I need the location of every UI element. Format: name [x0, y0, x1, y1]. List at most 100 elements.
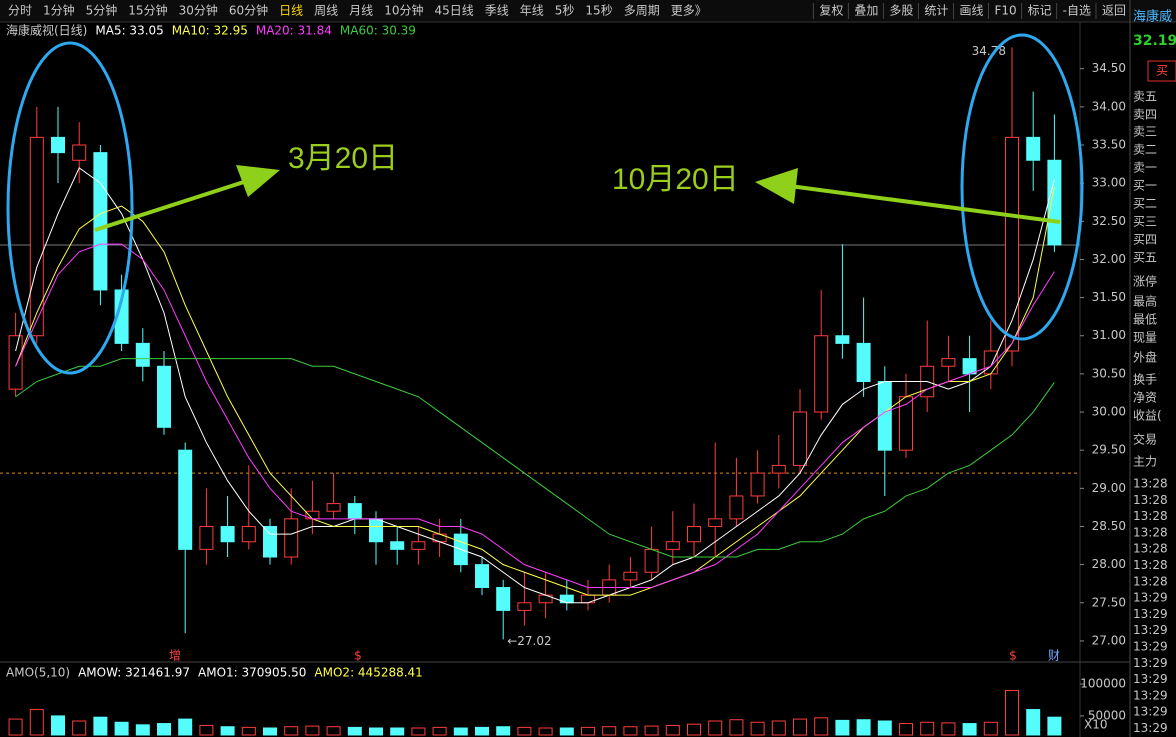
volume-bar: [453, 727, 468, 736]
toolbar-bg: [0, 0, 1176, 22]
toolbar-item[interactable]: 15分钟: [128, 3, 167, 18]
y-tick-label: 34.00: [1092, 99, 1126, 113]
volume-bar: [644, 725, 659, 736]
toolbar-item[interactable]: 10分钟: [384, 3, 423, 18]
stock-price: 32.19: [1133, 33, 1176, 49]
y-tick-label: 30.50: [1092, 366, 1126, 380]
trade-time: 13:28: [1133, 509, 1168, 523]
buy-button-label[interactable]: 买: [1156, 64, 1168, 78]
quote-label: 卖二: [1133, 143, 1157, 157]
toolbar-item[interactable]: 5分钟: [86, 3, 118, 18]
quote-label: 卖一: [1133, 161, 1157, 175]
toolbar-item[interactable]: 60分钟: [229, 3, 268, 18]
y-tick-label: 32.00: [1092, 252, 1126, 266]
candle-body: [962, 358, 977, 375]
volume-tick-label: 50000: [1088, 708, 1126, 722]
highlight-ellipse: [6, 41, 134, 375]
trade-time: 13:29: [1133, 688, 1168, 702]
candle-body: [856, 342, 871, 383]
toolbar-item[interactable]: 月线: [349, 4, 373, 18]
ma-line: [15, 186, 1055, 596]
toolbar-item[interactable]: 15秒: [585, 4, 612, 18]
toolbar-item[interactable]: 更多》: [671, 4, 707, 18]
candle-body: [347, 503, 362, 520]
quote-label: 买一: [1133, 179, 1157, 193]
toolbar-item[interactable]: 分时: [8, 4, 32, 18]
quote-label: 现量: [1133, 331, 1157, 345]
candle-body: [8, 335, 23, 390]
candle-body: [1005, 136, 1019, 352]
toolbar-item[interactable]: 画线: [959, 4, 983, 18]
candle-body: [1047, 159, 1062, 246]
trade-time: 13:28: [1133, 477, 1168, 491]
toolbar-item[interactable]: 周线: [314, 4, 338, 18]
arrows: [94, 165, 1061, 232]
volume-bar: [814, 717, 829, 736]
toolbar-item[interactable]: 多股: [889, 4, 913, 18]
buy-button[interactable]: [1147, 60, 1176, 82]
ma-line: [15, 358, 1055, 558]
toolbar-item[interactable]: 5秒: [555, 4, 575, 18]
legend-entry: MA20: 31.84: [256, 24, 332, 38]
volume-bar: [8, 718, 23, 736]
candle-body: [771, 464, 786, 474]
volume-bar: [390, 727, 405, 736]
quote-label: 交易: [1133, 432, 1157, 447]
legend-entry: MA10: 32.95: [172, 24, 248, 38]
volume-bar: [771, 720, 786, 736]
toolbar-item[interactable]: 30分钟: [179, 3, 218, 18]
candle-body: [750, 472, 765, 497]
toolbar-item[interactable]: 复权: [819, 4, 843, 18]
trade-time: 13:28: [1133, 542, 1168, 556]
toolbar-item[interactable]: 季线: [485, 4, 509, 18]
toolbar-item[interactable]: -自选: [1063, 4, 1091, 18]
y-tick-label: 32.50: [1092, 214, 1126, 228]
volume-bar: [1005, 689, 1019, 736]
arrow-shaft: [94, 178, 251, 232]
volume-bar: [708, 720, 723, 736]
volume-bar: [496, 726, 511, 736]
volume-bar: [1047, 716, 1062, 736]
toolbar-item[interactable]: 1分钟: [43, 3, 75, 18]
y-tick-label: 27.00: [1092, 633, 1126, 647]
toolbar-item[interactable]: 标记: [1028, 4, 1052, 18]
toolbar-item[interactable]: 返回: [1102, 4, 1126, 18]
candle-body: [284, 518, 299, 558]
toolbar-item[interactable]: 多周期: [624, 4, 660, 18]
quote-label: 涨停: [1133, 274, 1157, 289]
candle-body: [496, 587, 511, 611]
toolbar-item[interactable]: 日线: [279, 4, 303, 18]
volume-header: AMO(5,10): [6, 666, 70, 680]
toolbar-item[interactable]: 叠加: [854, 4, 878, 18]
quote-label: 卖五: [1133, 90, 1157, 104]
event-marker: $: [354, 649, 362, 663]
volume-bar: [157, 723, 171, 736]
toolbar-item[interactable]: F10: [994, 4, 1016, 18]
y-tick-label: 31.50: [1092, 290, 1126, 304]
candle-body: [729, 495, 744, 520]
candle-body: [687, 525, 701, 543]
candle-body: [644, 548, 659, 573]
quote-label: 净资: [1133, 391, 1157, 405]
annotation: 10月20日: [612, 163, 739, 196]
candle-body: [390, 541, 405, 550]
quote-label: 主力: [1133, 455, 1157, 469]
toolbar-item[interactable]: 45日线: [434, 4, 473, 18]
volume-bar: [581, 726, 595, 736]
volume-bar: [72, 720, 87, 736]
candle-body: [708, 518, 723, 527]
toolbar-item[interactable]: 统计: [924, 4, 948, 18]
trade-time: 13:29: [1133, 607, 1168, 621]
volume-tick-label: 100000: [1080, 677, 1126, 691]
quote-label: 买三: [1133, 215, 1157, 229]
y-tick-label: 27.50: [1092, 595, 1126, 609]
trade-time: 13:28: [1133, 525, 1168, 539]
candle-body: [475, 564, 489, 589]
quote-label: 买四: [1133, 233, 1157, 247]
legend-entry: MA5: 33.05: [95, 24, 163, 38]
volume-bar: [241, 726, 256, 736]
toolbar-item[interactable]: 年线: [520, 4, 544, 18]
quote-label: 买五: [1133, 251, 1157, 265]
candle-body: [517, 602, 532, 611]
